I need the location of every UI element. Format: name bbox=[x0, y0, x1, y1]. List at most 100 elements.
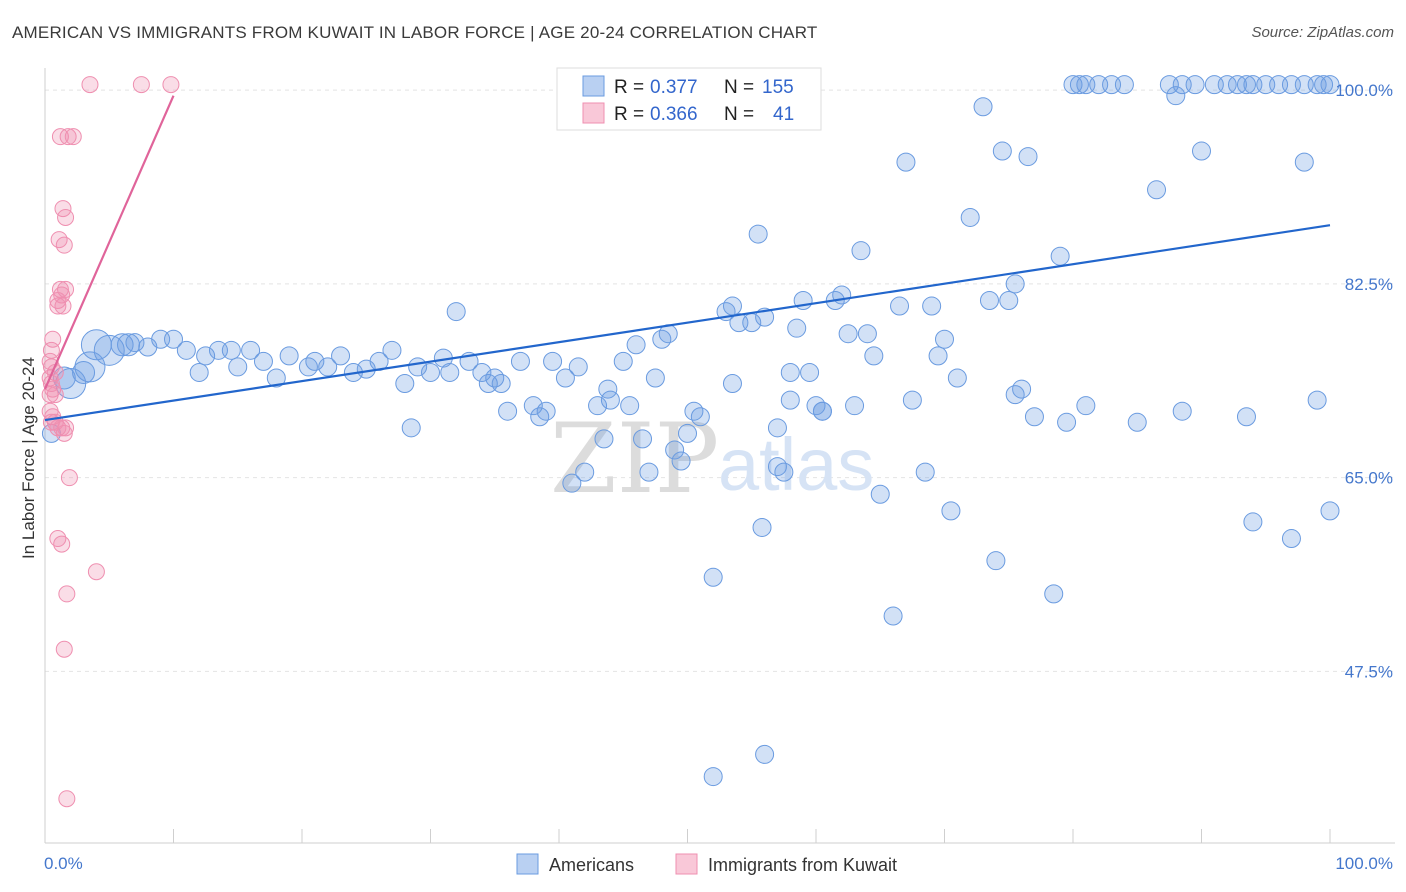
americans-point bbox=[588, 396, 608, 416]
americans-point bbox=[857, 324, 877, 344]
americans-point bbox=[318, 357, 338, 377]
americans-point bbox=[401, 418, 421, 438]
americans-point bbox=[176, 340, 196, 360]
americans-point bbox=[960, 207, 980, 227]
americans-trend-line bbox=[44, 224, 1331, 422]
legend-r-value-kuwait: 0.366 bbox=[650, 104, 698, 125]
americans-point bbox=[652, 329, 672, 349]
americans-point bbox=[928, 346, 948, 366]
americans-point bbox=[298, 357, 318, 377]
legend-swatch-americans bbox=[582, 75, 605, 97]
americans-point bbox=[767, 457, 787, 477]
americans-point bbox=[1076, 396, 1096, 416]
americans-point bbox=[883, 606, 903, 626]
americans-point bbox=[947, 368, 967, 388]
americans-point bbox=[890, 296, 910, 316]
americans-point bbox=[472, 362, 492, 382]
americans-point bbox=[536, 401, 556, 421]
americans-point bbox=[780, 390, 800, 410]
americans-point bbox=[812, 401, 832, 421]
kuwait-point bbox=[162, 76, 180, 94]
americans-point bbox=[922, 296, 942, 316]
kuwait-point bbox=[41, 386, 59, 404]
americans-point bbox=[562, 473, 582, 493]
americans-point bbox=[1281, 529, 1301, 549]
americans-point bbox=[806, 396, 826, 416]
americans-point bbox=[671, 451, 691, 471]
americans-point bbox=[189, 362, 209, 382]
americans-point bbox=[568, 357, 588, 377]
legend-n-value-americans: 155 bbox=[762, 77, 794, 98]
y-tick-label: 65.0% bbox=[1345, 469, 1393, 488]
americans-point bbox=[1044, 584, 1064, 604]
americans-point bbox=[678, 423, 697, 443]
americans-point bbox=[684, 401, 704, 421]
americans-point bbox=[620, 396, 640, 416]
y-tick-label: 82.5% bbox=[1345, 275, 1393, 294]
americans-point bbox=[266, 368, 286, 388]
watermark-atlas: atlas bbox=[718, 423, 874, 506]
americans-point bbox=[543, 351, 563, 371]
kuwait-point bbox=[49, 297, 67, 315]
americans-point bbox=[253, 351, 273, 371]
americans-point bbox=[645, 368, 665, 388]
americans-point bbox=[1012, 379, 1032, 399]
americans-point bbox=[626, 335, 646, 355]
kuwait-point bbox=[60, 469, 78, 487]
americans-point bbox=[1243, 512, 1263, 532]
americans-point bbox=[774, 462, 794, 482]
legend-r-label-kuwait: R = bbox=[614, 104, 644, 125]
americans-point bbox=[722, 296, 742, 316]
americans-point bbox=[1314, 75, 1334, 95]
kuwait-point bbox=[55, 640, 73, 658]
americans-point bbox=[864, 346, 884, 366]
americans-point bbox=[600, 390, 620, 410]
americans-point bbox=[395, 374, 415, 394]
americans-point bbox=[555, 368, 575, 388]
legend-n-label-americans: N = bbox=[724, 77, 754, 98]
americans-point bbox=[999, 291, 1019, 310]
americans-point bbox=[752, 517, 772, 537]
kuwait-point bbox=[58, 585, 76, 603]
americans-point bbox=[973, 97, 993, 117]
kuwait-point bbox=[55, 424, 73, 442]
americans-point bbox=[633, 429, 653, 449]
americans-point bbox=[305, 351, 325, 371]
kuwait-trend-line bbox=[43, 95, 175, 390]
kuwait-point bbox=[57, 208, 75, 226]
americans-point bbox=[1057, 412, 1077, 432]
kuwait-point bbox=[58, 790, 76, 808]
americans-point bbox=[845, 396, 865, 416]
americans-point bbox=[613, 351, 633, 371]
chart-title: AMERICAN VS IMMIGRANTS FROM KUWAIT IN LA… bbox=[12, 23, 818, 42]
trend-lines bbox=[43, 95, 1331, 422]
legend-n-label-kuwait: N = bbox=[724, 104, 754, 125]
americans-point bbox=[748, 224, 768, 244]
legend-n-value-kuwait: 41 bbox=[773, 104, 794, 125]
americans-point bbox=[787, 318, 807, 338]
stats-legend: R = 0.377 N = 155 R = 0.366 N = 41 bbox=[556, 67, 822, 131]
americans-points bbox=[41, 75, 1340, 787]
kuwait-points bbox=[41, 76, 180, 808]
americans-point bbox=[446, 302, 466, 322]
y-axis-title: In Labor Force | Age 20-24 bbox=[19, 357, 38, 559]
americans-point bbox=[690, 407, 710, 427]
americans-point bbox=[498, 401, 518, 421]
x-tick-label: 0.0% bbox=[44, 854, 83, 873]
americans-point bbox=[665, 440, 685, 460]
americans-point bbox=[1005, 274, 1025, 294]
kuwait-point bbox=[57, 419, 75, 437]
americans-point bbox=[896, 152, 916, 172]
americans-point bbox=[1050, 246, 1070, 266]
americans-point bbox=[510, 351, 530, 371]
kuwait-point bbox=[64, 128, 82, 146]
americans-point bbox=[530, 407, 550, 427]
americans-point bbox=[870, 484, 890, 504]
americans-point bbox=[767, 418, 787, 438]
americans-point bbox=[1185, 75, 1205, 95]
kuwait-point bbox=[55, 236, 73, 254]
americans-point bbox=[992, 141, 1012, 161]
bottom-legend-kuwait: Immigrants from Kuwait bbox=[708, 855, 897, 875]
americans-point bbox=[1024, 407, 1044, 427]
americans-point bbox=[331, 346, 351, 366]
